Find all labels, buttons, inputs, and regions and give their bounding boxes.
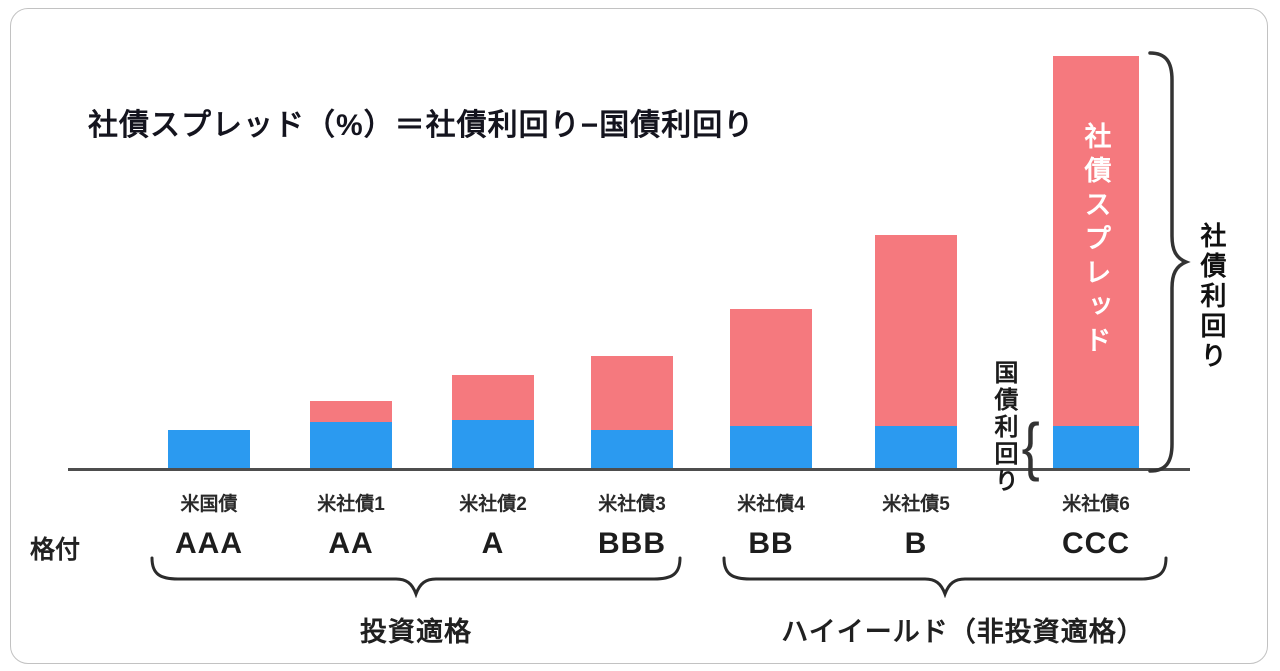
x-axis-line (68, 468, 1190, 471)
bar-category-label: 米社債2 (459, 494, 527, 515)
corp-yield-brace (1148, 51, 1191, 473)
bar-spread-segment (591, 356, 673, 430)
rating-label: CCC (1062, 527, 1130, 560)
high-yield-label: ハイイールド（非投資適格） (781, 617, 1145, 647)
bar-govt-yield-segment (1053, 426, 1139, 468)
rating-label: B (904, 527, 928, 560)
bar-spread-segment (875, 235, 957, 426)
rating-label: BB (748, 527, 794, 560)
bar-category-label: 米社債1 (317, 494, 385, 515)
rating-label: BBB (598, 527, 666, 560)
bar-govt-yield-segment (310, 422, 392, 468)
bar-category-label: 米社債5 (882, 494, 950, 515)
bar-category-label: 米社債6 (1062, 494, 1130, 515)
high-yield-brace (722, 556, 1168, 598)
spread-inside-bar-label: 社債スプレッド (1080, 122, 1111, 360)
rating-label: A (481, 527, 505, 560)
figure-title: 社債スプレッド（%）＝社債利回り−国債利回り (88, 109, 755, 142)
bar-govt-yield-segment (591, 430, 673, 468)
corp-yield-label: 社債利回り (1197, 222, 1227, 372)
bar-govt-yield-segment (730, 426, 812, 468)
govt-yield-label: 国債利回り (990, 360, 1017, 495)
rating-label: AA (328, 527, 374, 560)
bar-govt-yield-segment (875, 426, 957, 468)
rating-axis-label: 格付 (30, 536, 81, 564)
investment-grade-label: 投資適格 (360, 617, 472, 647)
bar-spread-segment (452, 375, 534, 420)
bar-govt-yield-segment (168, 430, 250, 468)
bar-category-label: 米社債4 (737, 494, 805, 515)
govt-yield-brace: { (1021, 410, 1040, 482)
bar-govt-yield-segment (452, 420, 534, 468)
bar-spread-segment (310, 401, 392, 422)
bar-category-label: 米社債3 (598, 494, 666, 515)
bar-spread-segment: 社債スプレッド (1053, 56, 1139, 426)
rating-label: AAA (175, 527, 243, 560)
bar-spread-segment (730, 309, 812, 426)
bar-category-label: 米国債 (180, 494, 238, 515)
investment-grade-brace (150, 556, 682, 598)
